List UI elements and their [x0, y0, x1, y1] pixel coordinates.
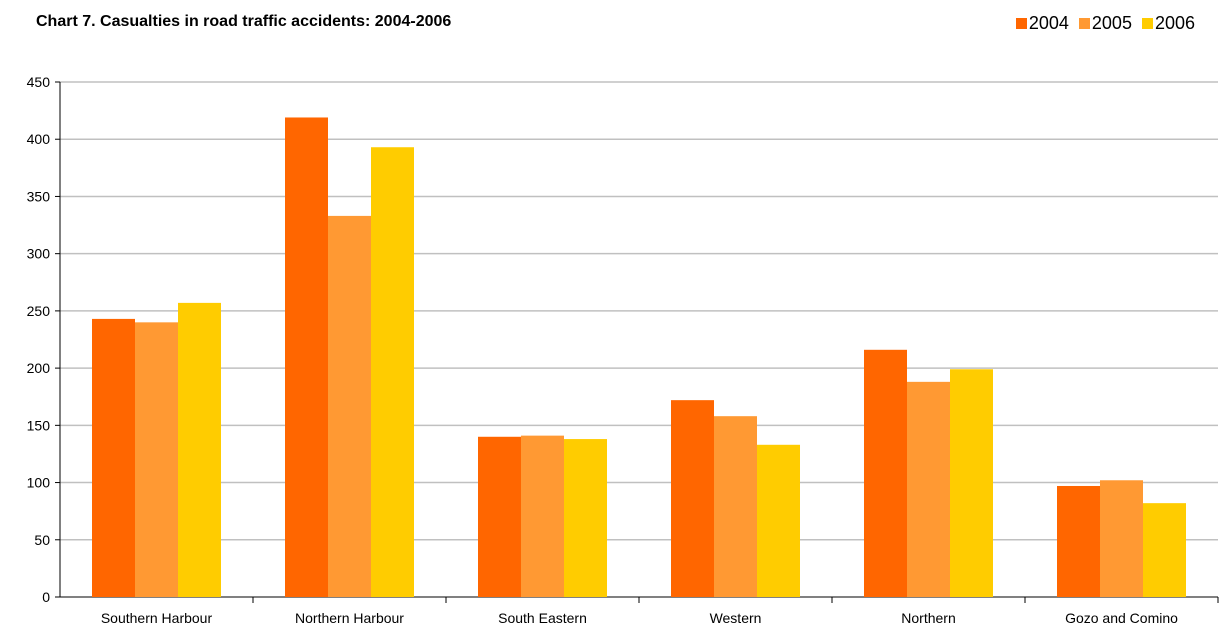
y-tick-label: 100	[27, 475, 51, 491]
legend-label-2006: 2006	[1154, 13, 1195, 33]
bar	[285, 117, 328, 597]
x-tick-label: Western	[710, 610, 762, 626]
bar	[521, 435, 564, 597]
bar	[478, 436, 521, 597]
bar	[671, 400, 714, 597]
y-tick-label: 400	[27, 131, 51, 147]
bar	[135, 322, 178, 597]
bar	[757, 444, 800, 597]
legend-label-2004: 2004	[1028, 13, 1069, 33]
bar	[714, 416, 757, 597]
x-tick-label: Southern Harbour	[101, 610, 213, 626]
legend-item-2004: 2004	[1015, 13, 1069, 34]
bar	[328, 215, 371, 597]
bar	[564, 439, 607, 597]
y-tick-label: 450	[27, 74, 51, 90]
bar	[92, 318, 135, 597]
x-tick-label: South Eastern	[498, 610, 587, 626]
bar	[1143, 503, 1186, 597]
x-tick-label: Northern Harbour	[295, 610, 404, 626]
legend-item-2005: 2005	[1078, 13, 1132, 34]
legend-swatch-2005	[1078, 18, 1090, 29]
legend: 2004 2005 2006	[1015, 13, 1195, 34]
y-tick-label: 300	[27, 246, 51, 262]
x-tick-label: Northern	[901, 610, 955, 626]
y-tick-label: 50	[34, 532, 50, 548]
bar	[864, 349, 907, 597]
bar	[371, 147, 414, 597]
bar	[1100, 480, 1143, 597]
bar	[950, 369, 993, 597]
bar	[178, 302, 221, 597]
legend-item-2006: 2006	[1141, 13, 1195, 34]
chart-title: Chart 7. Casualties in road traffic acci…	[36, 13, 452, 30]
bar	[1057, 485, 1100, 597]
legend-label-2005: 2005	[1091, 13, 1132, 33]
y-tick-label: 150	[27, 417, 51, 433]
x-tick-label: Gozo and Comino	[1065, 610, 1178, 626]
y-tick-label: 200	[27, 360, 51, 376]
y-tick-label: 250	[27, 303, 51, 319]
bar	[907, 381, 950, 597]
legend-swatch-2006	[1141, 18, 1153, 29]
y-tick-label: 350	[27, 188, 51, 204]
legend-swatch-2004	[1015, 18, 1027, 29]
y-tick-label: 0	[42, 589, 50, 605]
